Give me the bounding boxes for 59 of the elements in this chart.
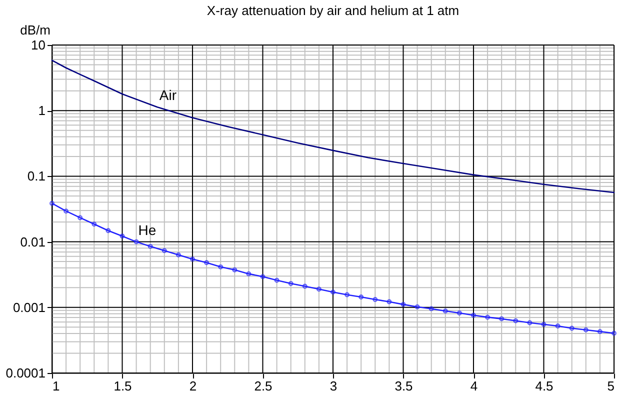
point bbox=[527, 320, 532, 326]
point bbox=[400, 302, 406, 307]
point bbox=[358, 294, 364, 300]
x-tick-label: 4.5 bbox=[535, 378, 554, 394]
point bbox=[64, 208, 69, 214]
point bbox=[456, 310, 462, 316]
point bbox=[555, 324, 560, 328]
point bbox=[190, 256, 195, 262]
point bbox=[485, 314, 490, 320]
y-tick-label: 10 bbox=[31, 38, 46, 52]
y-tick-label: 0.001 bbox=[12, 300, 46, 315]
point bbox=[92, 222, 97, 227]
point bbox=[176, 252, 181, 258]
point bbox=[428, 306, 434, 312]
point bbox=[78, 215, 83, 220]
x-tick-label: 1 bbox=[52, 378, 60, 394]
y-tick-label: 1 bbox=[38, 103, 46, 118]
point bbox=[106, 228, 111, 234]
x-tick-label: 5 bbox=[607, 378, 614, 394]
point bbox=[134, 239, 139, 244]
x-tick-label: 2 bbox=[189, 378, 197, 394]
point bbox=[583, 327, 588, 332]
x-tick-label: 3 bbox=[330, 378, 338, 394]
point bbox=[246, 271, 252, 276]
x-tick-label: 4 bbox=[470, 378, 478, 394]
x-tick-label: 3.5 bbox=[394, 378, 413, 394]
point bbox=[330, 290, 336, 295]
point bbox=[442, 308, 448, 314]
y-axis-title: dB/m bbox=[20, 22, 50, 38]
point bbox=[204, 260, 210, 266]
point bbox=[260, 274, 266, 280]
chart-title: X-ray attenuation by air and helium at 1 atm bbox=[206, 3, 460, 18]
x-tick-label: 2.5 bbox=[254, 378, 272, 394]
point bbox=[414, 304, 420, 310]
point bbox=[499, 316, 504, 322]
point bbox=[288, 281, 294, 286]
series-label: He bbox=[138, 222, 156, 238]
point bbox=[316, 286, 322, 292]
y-tick-label: 0.0001 bbox=[6, 366, 46, 380]
x-tick-label: 1.5 bbox=[114, 378, 132, 394]
point bbox=[148, 244, 153, 249]
y-tick-label: 0.01 bbox=[20, 234, 46, 250]
point bbox=[513, 318, 518, 324]
point bbox=[386, 299, 392, 304]
y-tick-label: 0.1 bbox=[27, 168, 46, 184]
point bbox=[597, 329, 602, 334]
line-series bbox=[51, 60, 615, 194]
point bbox=[541, 322, 546, 327]
point bbox=[302, 284, 308, 289]
point bbox=[569, 326, 574, 331]
point bbox=[120, 234, 125, 239]
point bbox=[471, 312, 476, 318]
point bbox=[344, 292, 350, 298]
point bbox=[274, 278, 280, 283]
point bbox=[232, 267, 238, 272]
point bbox=[218, 264, 224, 270]
point bbox=[372, 297, 378, 302]
series-label: Air bbox=[159, 87, 177, 104]
point bbox=[162, 248, 167, 254]
